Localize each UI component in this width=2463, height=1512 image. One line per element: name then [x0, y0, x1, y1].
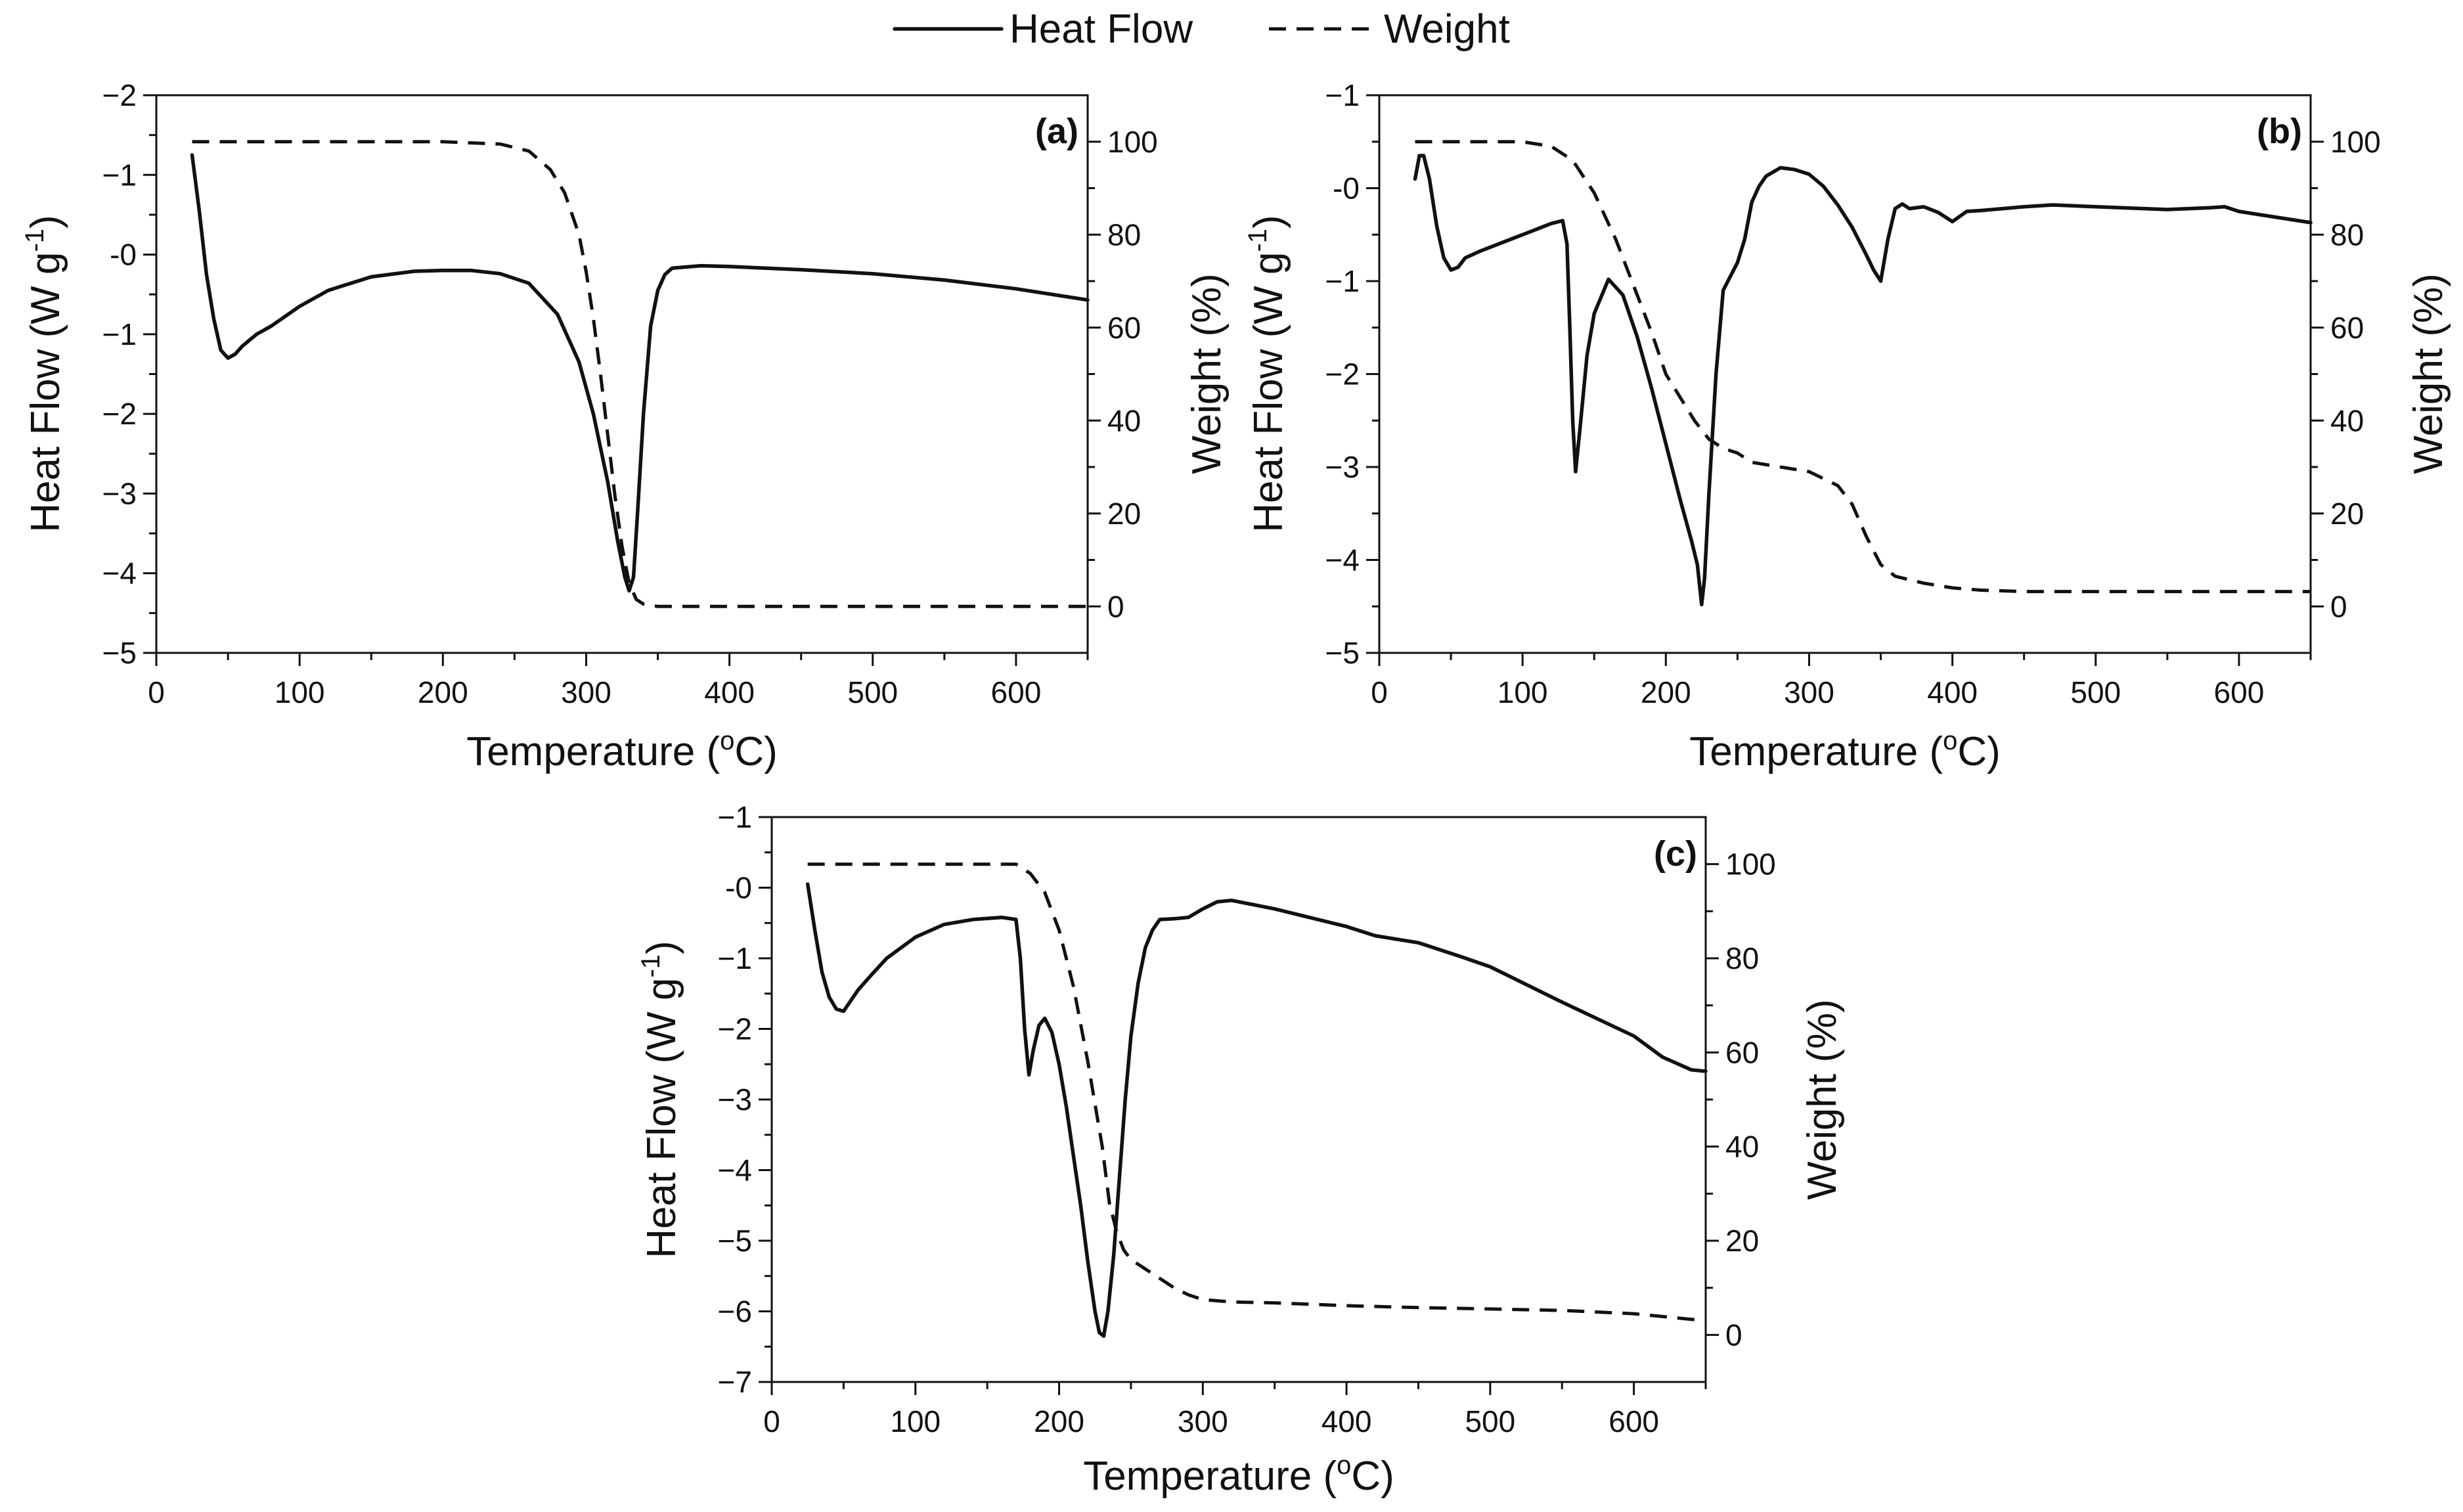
a-y2-tick-label: 40: [1107, 403, 1141, 437]
c-y2-tick-label: 60: [1725, 1035, 1759, 1069]
c-x-tick-label: 0: [763, 1404, 780, 1438]
a-y-tick-label: -0: [110, 238, 137, 272]
panel-c-label: (c): [1654, 834, 1697, 874]
b-x-tick-label: 100: [1498, 675, 1548, 709]
panel-b-tick-labels: 0 100 200 300 400 500 600 −5 −4 −3 −2 −1 -0 −1 0 20 40 60…: [1325, 78, 2381, 709]
panel-c-tick-labels: 0 100 200 300 400 500 600 −7 −6 −5 −4 −3 −2 −1 -0 −1 0 20…: [718, 800, 1776, 1438]
panel-c-ticks: [759, 816, 1719, 1395]
b-y2-tick-label: 80: [2330, 217, 2364, 252]
c-y2-tick-label: 0: [1725, 1318, 1742, 1352]
b-x-tick-label: 200: [1641, 675, 1691, 709]
c-x-tick-label: 300: [1178, 1404, 1228, 1438]
b-y-tick-label: −2: [1325, 357, 1360, 391]
a-y-tick-label: −4: [102, 556, 137, 590]
legend: Heat Flow Weight: [893, 7, 1510, 52]
c-y-tick-label: −6: [718, 1295, 752, 1329]
panel-c-y-axis-title: Heat Flow (W g-1): [636, 941, 684, 1258]
b-y-tick-label: −1: [1325, 78, 1360, 112]
b-x-tick-label: 400: [1927, 675, 1978, 709]
a-y2-tick-label: 20: [1107, 497, 1141, 531]
a-x-tick-label: 200: [418, 675, 468, 709]
b-y-tick-label: −3: [1325, 450, 1360, 484]
panel-b-ticks: [1366, 94, 2324, 666]
b-y2-tick-label: 20: [2330, 497, 2364, 531]
panel-a-tick-labels: 0 100 200 300 400 500 600 −5 −4 −3 −2 −1 -0 −1 −2 0 20 40…: [102, 78, 1158, 709]
c-y-tick-label: −1: [718, 800, 752, 834]
panel-a-heat-flow-weight-chart: 0 100 200 300 400 500 600 −5 −4 −3 −2 −1 -0 −1 −2 0 20 40…: [20, 78, 1230, 774]
panel-a-y2-axis-title: Weight (%): [1184, 273, 1230, 474]
a-x-tick-label: 100: [275, 675, 325, 709]
c-x-tick-label: 600: [1609, 1404, 1659, 1438]
a-y2-tick-label: 0: [1107, 589, 1124, 623]
a-y2-tick-label: 60: [1107, 311, 1141, 345]
panel-c-heat-flow-weight-chart: 0 100 200 300 400 500 600 −7 −6 −5 −4 −3 −2 −1 -0 −1 0 20…: [636, 800, 1845, 1499]
c-x-tick-label: 400: [1321, 1404, 1372, 1438]
c-y-tick-label: -0: [725, 871, 752, 905]
c-y-tick-label: −2: [718, 1012, 752, 1046]
c-y2-tick-label: 40: [1725, 1130, 1759, 1164]
panel-c-x-axis-title: Temperature (oC): [1083, 1451, 1394, 1499]
panel-a-weight-line: [192, 140, 1088, 608]
panel-c-y2-axis-title: Weight (%): [1800, 999, 1845, 1200]
b-y2-tick-label: 0: [2330, 589, 2347, 623]
b-y2-tick-label: 100: [2330, 125, 2381, 159]
c-y2-tick-label: 100: [1725, 847, 1776, 881]
c-y-tick-label: −4: [718, 1153, 752, 1188]
panel-a-ticks: [143, 94, 1101, 666]
a-x-tick-label: 500: [847, 675, 898, 709]
panel-c-heat-flow-line: [805, 882, 1708, 1338]
a-y-tick-label: −5: [102, 636, 137, 670]
c-y2-tick-label: 80: [1725, 941, 1759, 975]
panel-a-y-axis-title: Heat Flow (W g-1): [20, 215, 68, 532]
a-x-tick-label: 400: [704, 675, 755, 709]
b-y2-tick-label: 40: [2330, 403, 2364, 437]
c-x-tick-label: 200: [1034, 1404, 1084, 1438]
a-y-tick-label: −2: [102, 78, 137, 112]
b-x-tick-label: 300: [1784, 675, 1834, 709]
a-x-tick-label: 300: [561, 675, 611, 709]
b-y-tick-label: -0: [1333, 171, 1360, 206]
panel-b-y-axis-title: Heat Flow (W g-1): [1243, 215, 1291, 532]
panel-b-weight-line: [1415, 140, 2311, 594]
b-y-tick-label: −5: [1325, 636, 1360, 670]
panel-b-heat-flow-weight-chart: 0 100 200 300 400 500 600 −5 −4 −3 −2 −1 -0 −1 0 20 40 60…: [1243, 78, 2451, 774]
c-y-tick-label: −5: [718, 1224, 752, 1258]
b-y2-tick-label: 60: [2330, 311, 2364, 345]
c-y-tick-label: −3: [718, 1082, 752, 1117]
a-y-tick-label: −1: [102, 158, 137, 192]
panel-b-label: (b): [2257, 112, 2302, 151]
a-x-tick-label: 600: [991, 675, 1042, 709]
panel-a-x-axis-title: Temperature (oC): [466, 726, 778, 774]
a-x-tick-label: 0: [148, 675, 165, 709]
panel-c-weight-line: [807, 862, 1706, 1323]
c-x-tick-label: 100: [890, 1404, 941, 1438]
b-y-tick-label: −1: [1325, 264, 1360, 298]
b-x-tick-label: 0: [1371, 675, 1388, 709]
c-y2-tick-label: 20: [1725, 1224, 1759, 1258]
b-x-tick-label: 600: [2214, 675, 2265, 709]
a-y2-tick-label: 80: [1107, 217, 1141, 252]
c-y-tick-label: −7: [718, 1365, 752, 1399]
panel-b-x-axis-title: Temperature (oC): [1689, 726, 2001, 774]
a-y-tick-label: −1: [102, 317, 137, 351]
b-x-tick-label: 500: [2070, 675, 2121, 709]
a-y2-tick-label: 100: [1107, 125, 1158, 159]
panel-b-y2-axis-title: Weight (%): [2406, 273, 2451, 474]
a-y-tick-label: −2: [102, 397, 137, 431]
panel-a-heat-flow-line: [190, 153, 1090, 593]
c-x-tick-label: 500: [1465, 1404, 1515, 1438]
panel-b-plot-frame: [1378, 94, 2312, 654]
b-y-tick-label: −4: [1325, 543, 1360, 577]
a-y-tick-label: −3: [102, 476, 137, 510]
legend-weight-label: Weight: [1384, 7, 1510, 52]
legend-heat-flow-label: Heat Flow: [1010, 7, 1193, 52]
c-y-tick-label: −1: [718, 941, 752, 975]
panel-b-heat-flow-line: [1413, 154, 2313, 607]
panel-a-label: (a): [1035, 112, 1078, 151]
